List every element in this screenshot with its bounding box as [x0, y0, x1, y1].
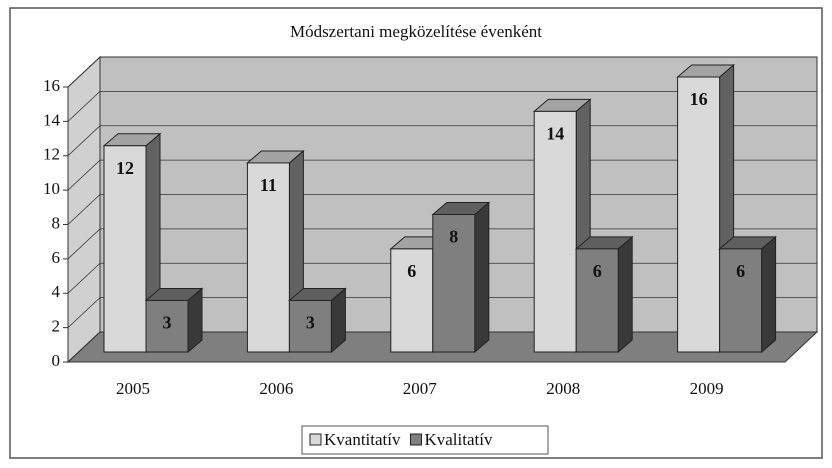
- grid-line: [67, 297, 101, 328]
- grid-line: [67, 228, 101, 260]
- data-label: 16: [690, 89, 708, 109]
- data-label: 8: [449, 227, 458, 247]
- grid-line: [67, 262, 101, 294]
- bar-front: [288, 299, 332, 353]
- y-tick-label: 10: [43, 179, 60, 198]
- data-label: 6: [407, 261, 416, 281]
- bar: [718, 235, 777, 354]
- grid-line: [67, 91, 101, 122]
- bar-front: [145, 299, 189, 353]
- y-tick-label: 14: [43, 110, 61, 129]
- x-tick-label: 2008: [546, 379, 580, 398]
- grid-line: [67, 159, 101, 191]
- data-label: 11: [260, 175, 277, 195]
- chart-title: Módszertani megközelítése évenként: [290, 22, 542, 41]
- x-tick-label: 2007: [403, 379, 438, 398]
- bar-front: [677, 76, 721, 353]
- x-tick-label: 2006: [259, 379, 293, 398]
- legend-label: Kvantitatív: [324, 430, 401, 449]
- y-tick-label: 0: [52, 351, 61, 370]
- bar-front: [533, 110, 577, 353]
- bar-side: [761, 235, 777, 354]
- data-label: 3: [163, 313, 172, 333]
- legend-box: [301, 425, 549, 455]
- y-tick-label: 6: [52, 248, 61, 267]
- bar: [431, 201, 491, 354]
- y-tick-label: 4: [52, 282, 61, 301]
- x-tick-label: 2005: [116, 379, 150, 398]
- bar-side: [474, 201, 490, 354]
- bar-front: [719, 248, 763, 353]
- y-tick-label: 8: [52, 213, 61, 232]
- bar: [144, 287, 204, 354]
- data-label: 6: [593, 261, 602, 281]
- data-label: 14: [546, 124, 564, 144]
- bar-side: [617, 235, 633, 354]
- bar: [574, 235, 634, 354]
- data-label: 12: [116, 158, 134, 178]
- grid-line: [67, 194, 101, 225]
- grid-line: [67, 125, 101, 157]
- bar-front: [103, 145, 147, 353]
- grid-line: [67, 331, 101, 363]
- data-label: 3: [306, 313, 315, 333]
- y-tick-label: 16: [43, 76, 60, 95]
- y-tick-label: 12: [43, 145, 60, 164]
- bar-front: [432, 214, 476, 353]
- data-label: 6: [736, 261, 745, 281]
- bar-front: [575, 248, 619, 353]
- grid-line: [67, 56, 101, 88]
- legend-swatch: [409, 433, 422, 446]
- bar-front: [390, 248, 434, 353]
- bar: [288, 287, 347, 354]
- bar-front: [246, 162, 290, 353]
- x-tick-label: 2009: [690, 379, 724, 398]
- bar: [102, 132, 162, 354]
- legend-label: Kvalitatív: [424, 430, 492, 449]
- y-tick-label: 2: [52, 317, 61, 336]
- legend-swatch: [309, 433, 322, 446]
